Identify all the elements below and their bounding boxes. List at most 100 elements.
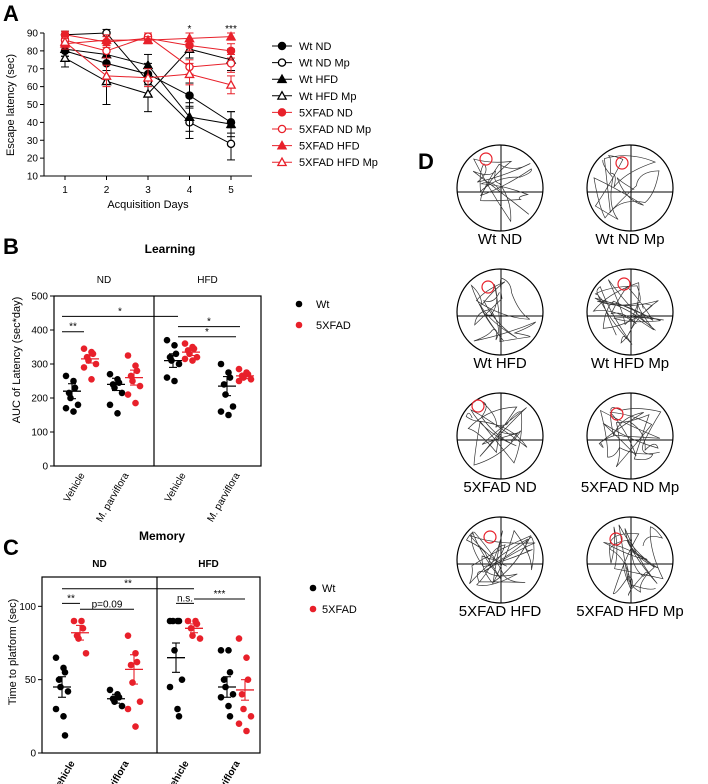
panel-c-data-point [226, 669, 234, 676]
panel-c-data-point [133, 658, 141, 666]
panel-c-data-point [60, 713, 67, 720]
panel-b-data-point [88, 376, 95, 383]
panel-c-legend-label: 5XFAD [322, 604, 357, 616]
panel-c-data-point [132, 649, 139, 657]
panel-c-data-point [184, 617, 192, 625]
panel-letter-a: A [3, 1, 19, 26]
panel-b-data-point [124, 391, 132, 398]
swim-trace [603, 524, 664, 597]
panel-a-ylabel: Escape latency (sec) [5, 54, 17, 156]
panel-c-data-point [189, 632, 196, 639]
panel-c-title: Memory [139, 529, 185, 543]
panel-b-data-point [62, 404, 70, 412]
panel-c-data-point [175, 617, 183, 625]
panel-a-ytick-label: 60 [27, 82, 39, 93]
swim-trace [598, 407, 662, 468]
panel-a-ytick-label: 30 [27, 136, 39, 147]
panel-a-ytick-label: 50 [27, 100, 39, 111]
panel-b-group-label: HFD [197, 275, 218, 286]
platform-target-marker [617, 277, 631, 291]
panel-c-data-point [166, 683, 174, 691]
panel-c-group-label: ND [92, 559, 106, 570]
panel-c-data-point [243, 654, 250, 661]
panel-c-data-point [169, 617, 177, 625]
legend-a-marker [277, 108, 287, 117]
panel-c-data-point [229, 691, 237, 698]
panel-letter-c: C [3, 535, 19, 560]
panel-letter-b: B [3, 234, 19, 259]
panel-b-data-point [171, 377, 178, 385]
panel-a-ytick-label: 70 [27, 64, 39, 75]
pool-circle [456, 144, 544, 232]
platform-target-marker [615, 156, 629, 170]
panel-c-bracket-label: *** [214, 589, 226, 600]
panel-c-legend-label: Wt [322, 583, 335, 595]
panel-a-xtick-label: 3 [145, 185, 151, 196]
trace-label: Wt ND [478, 231, 522, 248]
panel-b-data-point [136, 382, 144, 390]
panel-c-bracket-label: p=0.09 [92, 599, 123, 610]
panel-b-bracket-label: * [118, 306, 122, 317]
platform-target-marker [479, 152, 493, 166]
panel-b-data-point [163, 336, 171, 344]
panel-c-data-point [196, 635, 204, 642]
panel-c-category-label: Vehicle [51, 759, 78, 784]
panel-a-point [142, 34, 154, 45]
panel-b-data-point [124, 352, 132, 359]
panel-b-data-point [229, 403, 237, 410]
swim-trace [470, 277, 537, 343]
panel-b-data-point [67, 394, 74, 402]
panel-c-legend-dot-5xfad [309, 605, 317, 613]
platform-target-marker [609, 532, 623, 546]
panel-b-ytick-label: 200 [31, 394, 48, 405]
panel-c-data-point [243, 727, 250, 735]
panel-a-point [226, 46, 236, 56]
panel-c-data-point [132, 723, 139, 730]
panel-c-data-point [75, 635, 82, 642]
legend-a-marker [277, 124, 287, 134]
panel-b-data-point [70, 377, 77, 385]
panel-c-data-point [178, 676, 186, 683]
panel-c-data-point [52, 654, 60, 661]
panel-c-ytick-label: 50 [25, 675, 37, 686]
legend-a-marker [276, 90, 288, 100]
panel-a-ytick-label: 10 [27, 172, 39, 183]
pool-circle [586, 392, 674, 480]
panel-b-legend-label: 5XFAD [316, 320, 351, 332]
panel-c-data-point [124, 632, 132, 639]
panel-b-category-label: Vehicle [163, 471, 189, 505]
panel-c-ytick-label: 100 [19, 602, 36, 613]
panel-b-bracket-label: * [205, 327, 209, 338]
panel-b-category-label: M. parviflora [206, 471, 243, 525]
panel-b-data-point [163, 374, 171, 381]
panel-a-point [59, 52, 71, 62]
panel-c-data-point [235, 635, 243, 642]
panel-b-data-point [193, 353, 201, 361]
panel-b-data-point [133, 367, 141, 375]
panel-a-xtick-label: 1 [62, 185, 68, 196]
legend-a-label: Wt ND Mp [299, 58, 350, 70]
panel-b-data-point [106, 401, 114, 409]
panel-a-ytick-label: 80 [27, 46, 39, 57]
panel-b-ytick-label: 400 [31, 326, 48, 337]
panel-c-ytick-label: 0 [30, 749, 36, 760]
panel-c-bracket-label: n.s. [177, 593, 193, 604]
panel-c-data-point [220, 676, 228, 683]
legend-a-marker [277, 41, 287, 51]
panel-c-bracket-label: ** [67, 593, 75, 604]
panel-b-bracket-label: ** [69, 322, 77, 333]
legend-a-marker [276, 140, 288, 150]
panel-b-legend-dot-5xfad [295, 321, 303, 329]
platform-target-marker [610, 407, 624, 421]
panel-a-point [184, 68, 195, 79]
panel-b-data-point [225, 369, 232, 376]
panel-c-data-point [52, 705, 60, 713]
platform-target-marker [471, 399, 485, 413]
panel-a-xtick-label: 5 [228, 185, 234, 196]
panel-a-point [59, 36, 71, 46]
legend-a-label: 5XFAD HFD [299, 141, 360, 153]
swim-trace [465, 529, 536, 586]
legend-a-label: 5XFAD ND Mp [299, 124, 371, 136]
legend-a-label: 5XFAD HFD Mp [299, 157, 378, 169]
panel-c-data-point [174, 705, 181, 713]
